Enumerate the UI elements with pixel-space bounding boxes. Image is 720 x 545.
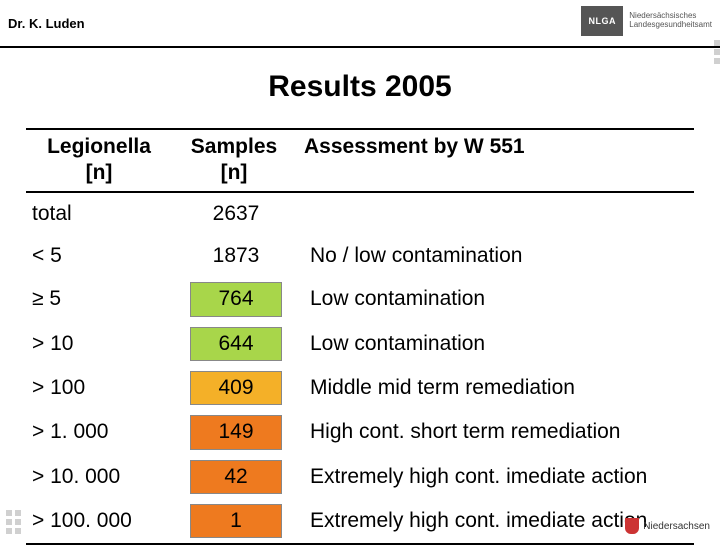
assessment-cell: Middle mid term remediation [296, 366, 694, 410]
samples-value: 2637 [190, 198, 282, 230]
samples-value: 409 [190, 371, 282, 405]
logo-text: Niedersächsisches Landesgesundheitsamt [629, 12, 712, 30]
samples-cell: 764 [176, 277, 296, 321]
legionella-cell: > 10 [26, 322, 176, 366]
samples-value: 42 [190, 460, 282, 494]
samples-value: 644 [190, 327, 282, 361]
nlga-logo-icon: NLGA [581, 6, 623, 36]
decoration-squares-icon [714, 40, 720, 64]
table-row: > 100. 0001Extremely high cont. imediate… [26, 499, 694, 544]
results-table: Legionella [n] Samples [n] Assessment by… [26, 128, 694, 545]
table-body: total2637< 51873No / low contamination≥ … [26, 192, 694, 545]
legionella-cell: total [26, 192, 176, 235]
legionella-cell: < 5 [26, 235, 176, 277]
legionella-cell: ≥ 5 [26, 277, 176, 321]
legionella-cell: > 100 [26, 366, 176, 410]
samples-cell: 149 [176, 410, 296, 454]
samples-cell: 2637 [176, 192, 296, 235]
samples-value: 1 [190, 504, 282, 538]
samples-cell: 644 [176, 322, 296, 366]
samples-value: 764 [190, 282, 282, 316]
decoration-squares-icon [6, 510, 21, 534]
logo-line2: Landesgesundheitsamt [629, 21, 712, 30]
legionella-cell: > 10. 000 [26, 455, 176, 499]
legionella-cell: > 100. 000 [26, 499, 176, 544]
table-row: < 5 1873 No / low contamination [26, 235, 694, 277]
assessment-cell: No / low contamination [296, 235, 694, 277]
legionella-cell: > 1. 000 [26, 410, 176, 454]
table-row: > 1. 000 149 High cont. short term remedia… [26, 410, 694, 454]
assessment-cell: Low contamination [296, 277, 694, 321]
header-bar: Dr. K. Luden NLGA Niedersächsisches Land… [0, 0, 720, 48]
table-header-row: Legionella [n] Samples [n] Assessment by… [26, 129, 694, 192]
col-samples: Samples [n] [176, 129, 296, 192]
samples-cell: 1 [176, 499, 296, 544]
footer-state: Niedersachsen [643, 521, 710, 532]
results-table-wrap: Legionella [n] Samples [n] Assessment by… [26, 128, 694, 545]
table-row: ≥ 5 764 Low contamination [26, 277, 694, 321]
samples-cell: 409 [176, 366, 296, 410]
assessment-cell: Low contamination [296, 322, 694, 366]
samples-value: 1873 [190, 240, 282, 272]
table-row: > 100 409 Middle mid term remediation [26, 366, 694, 410]
header-logo: NLGA Niedersächsisches Landesgesundheits… [581, 6, 712, 36]
author-name: Dr. K. Luden [8, 16, 85, 31]
col-legionella: Legionella [n] [26, 129, 176, 192]
page-title: Results 2005 [0, 70, 720, 104]
samples-cell: 1873 [176, 235, 296, 277]
col-assessment: Assessment by W 551 [296, 129, 694, 192]
assessment-cell: Extremely high cont. imediate action [296, 455, 694, 499]
samples-value: 149 [190, 415, 282, 449]
table-row: total 2637 [26, 192, 694, 235]
table-row: > 10. 000 42 Extremely high cont. imediate… [26, 455, 694, 499]
samples-cell: 42 [176, 455, 296, 499]
assessment-cell: High cont. short term remediation [296, 410, 694, 454]
shield-icon [625, 518, 639, 534]
table-row: > 10 644 Low contamination [26, 322, 694, 366]
footer-logo: Niedersachsen [625, 518, 710, 534]
assessment-cell [296, 192, 694, 235]
